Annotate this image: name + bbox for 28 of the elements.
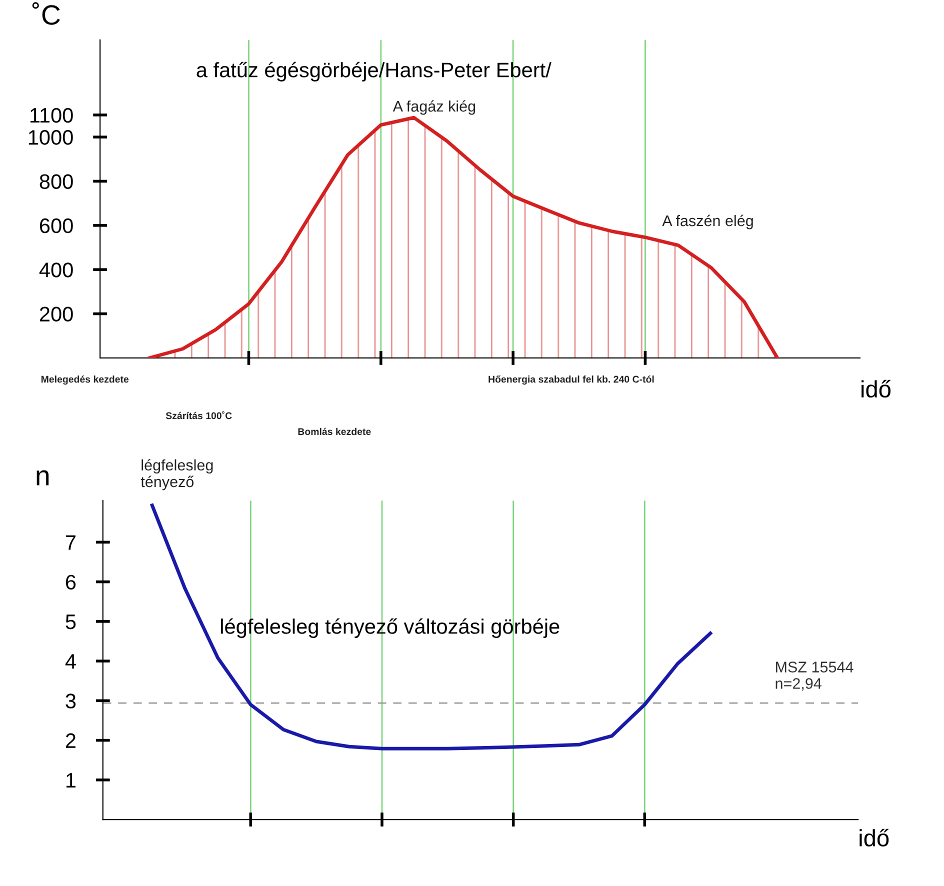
text: légfelesleg tényező változási görbéje <box>221 618 560 638</box>
y-tick-label: 600 <box>40 218 73 234</box>
y-tick-label: 4 <box>65 654 76 669</box>
text: a fatűz égésgörbéje/Hans-Peter Ebert/ <box>196 62 552 82</box>
y-axis-title: n <box>36 470 49 486</box>
text: Szárítás 100˚C <box>166 411 232 420</box>
y-tick-label: 2 <box>66 733 76 748</box>
text: Melegedés kezdete <box>41 375 129 385</box>
y-tick-label: 800 <box>40 174 73 189</box>
y-tick-label: 1100 <box>30 108 73 123</box>
annotation: A fagáz kiég <box>392 100 476 115</box>
y-tick-label: 3 <box>66 694 76 708</box>
y-tick-label: 200 <box>40 306 73 322</box>
ref-line-label: MSZ 15544 n=2,94 <box>776 662 854 691</box>
text: légfelesleg tényező <box>140 459 213 490</box>
y-tick-label: 6 <box>66 574 76 590</box>
y-tick-label: 7 <box>66 535 76 550</box>
y-tick-label: 400 <box>39 262 73 278</box>
y-tick-label: 5 <box>66 614 76 630</box>
y-axis-title: ˚C <box>32 2 60 25</box>
text: Hőenergia szabadul fel kb. 240 C-tól <box>488 375 654 385</box>
y-tick-label: 1000 <box>28 130 73 145</box>
y-tick-label: 1 <box>66 773 76 788</box>
text: Bomlás kezdete <box>298 428 371 436</box>
annotation: A faszén elég <box>662 214 753 230</box>
x-axis-title: idő <box>860 828 889 846</box>
x-axis-title: idő <box>862 380 891 398</box>
line-series <box>150 504 712 750</box>
